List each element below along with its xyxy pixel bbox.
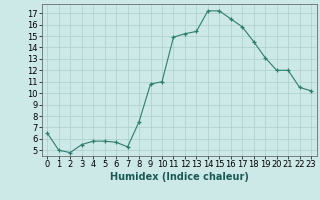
X-axis label: Humidex (Indice chaleur): Humidex (Indice chaleur) [110,172,249,182]
